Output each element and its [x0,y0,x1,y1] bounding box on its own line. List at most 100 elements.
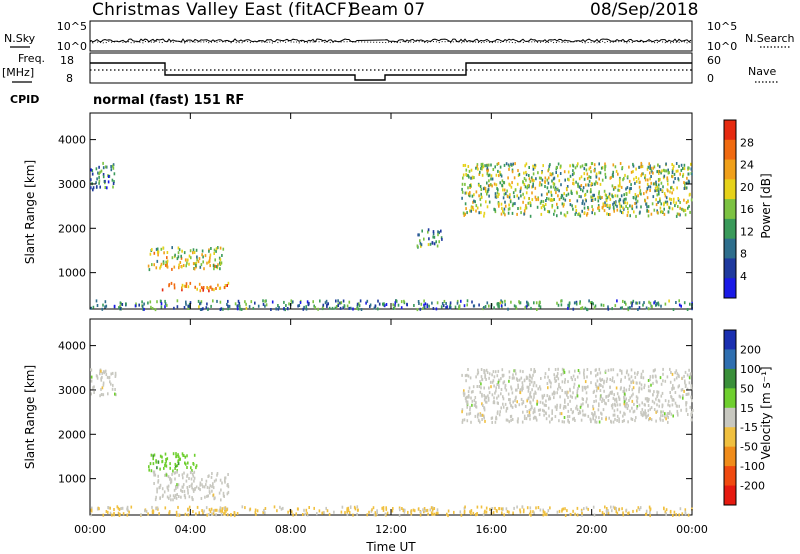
echo-cell [599,377,601,381]
echo-cell [334,306,337,310]
echo-cell [516,194,518,198]
echo-cell [689,405,691,409]
echo-cell [461,373,463,377]
echo-cell [473,399,476,402]
echo-cell [508,195,511,199]
echo-cell [660,171,662,175]
echo-cell [558,179,561,183]
echo-cell [657,190,660,194]
echo-cell [595,394,597,398]
echo-cell [575,210,577,214]
echo-cell [635,167,637,171]
echo-cell [575,180,577,184]
echo-cell [100,377,102,381]
echo-cell [579,411,582,415]
echo-cell [514,188,517,192]
echo-cell [562,371,565,375]
echo-cell [567,192,570,196]
echo-cell [556,391,558,395]
echo-cell [499,170,501,174]
echo-cell [658,171,660,175]
echo-cell [297,507,299,511]
echo-cell [498,378,500,382]
echo-cell [276,509,278,513]
echo-cell [514,202,516,206]
echo-cell [687,392,690,396]
echo-cell [650,406,653,410]
echo-cell [590,419,592,423]
echo-cell [550,381,552,385]
echo-cell [669,367,671,371]
echo-cell [386,511,389,515]
echo-cell [654,300,656,304]
x-tick-label: 04:00 [174,523,206,536]
echo-cell [527,389,530,393]
echo-cell [668,412,670,416]
echo-cell [185,462,187,466]
echo-cell [469,191,471,195]
echo-cell [618,397,621,401]
echo-cell [331,306,334,310]
echo-cell [169,494,172,498]
echo-cell [591,301,593,305]
echo-cell [480,413,482,417]
echo-cell [607,307,610,311]
echo-cell [165,458,167,461]
echo-cell [635,195,638,199]
echo-cell [556,372,559,375]
echo-cell [91,172,94,176]
echo-cell [500,174,503,178]
echo-cell [662,410,664,414]
echo-cell [487,174,490,178]
echo-cell [162,262,165,266]
echo-cell [613,186,616,190]
echo-cell [171,472,173,476]
echo-cell [678,513,680,517]
echo-cell [576,404,578,408]
echo-cell [515,377,518,381]
echo-cell [683,209,685,213]
echo-cell [101,307,104,311]
echo-cell [102,166,105,170]
echo-cell [590,170,592,174]
echo-cell [99,394,101,398]
echo-cell [660,181,663,185]
x-tick-label: 00:00 [74,523,106,536]
echo-cell [392,303,394,307]
echo-cell [572,417,574,421]
echo-cell [624,201,626,205]
echo-cell [613,207,615,211]
echo-cell [528,197,530,201]
echo-cell [631,406,633,410]
echo-cell [662,414,664,418]
echo-cell [605,380,608,383]
echo-cell [665,169,668,173]
echo-cell [568,304,570,308]
echo-cell [650,166,652,170]
echo-cell [486,192,488,196]
echo-cell [476,372,479,376]
echo-cell [385,507,388,511]
echo-cell [658,192,660,196]
echo-cell [542,204,544,207]
echo-cell [642,411,645,415]
echo-cell [623,395,625,399]
echo-cell [91,169,94,173]
echo-cell [616,418,618,422]
echo-cell [551,172,554,176]
echo-cell [660,202,663,206]
echo-cell [406,302,408,306]
echo-cell [467,165,470,168]
echo-cell [398,506,401,510]
nsky-label: N.Sky [4,32,36,45]
echo-cell [254,301,256,305]
echo-cell [689,302,691,306]
echo-cell [126,505,129,509]
echo-cell [507,211,510,215]
echo-cell [90,178,92,182]
echo-cell [107,180,110,184]
echo-cell [680,163,683,167]
echo-cell [688,376,691,380]
echo-cell [626,407,629,410]
echo-cell [677,169,679,173]
